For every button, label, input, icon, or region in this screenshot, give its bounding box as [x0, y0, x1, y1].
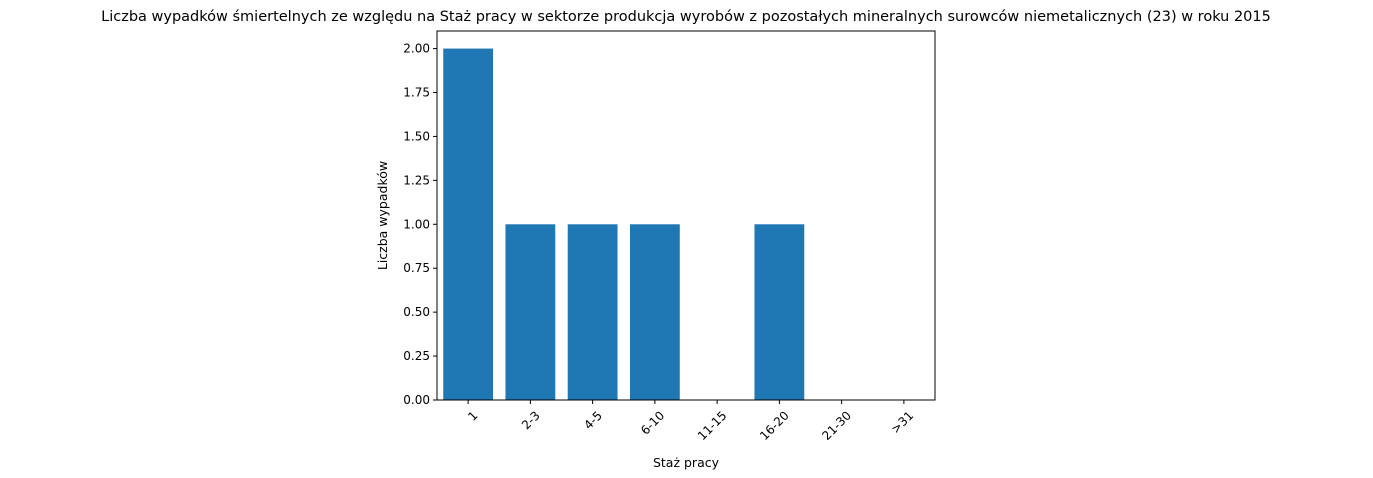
x-tick-label: 11-15 — [695, 408, 730, 443]
y-tick-label: 0.00 — [403, 393, 430, 407]
bar-6-10 — [629, 224, 680, 400]
y-tick-label: 0.50 — [403, 305, 430, 319]
y-tick-label: 1.25 — [403, 173, 430, 187]
x-tick-label: 1 — [465, 408, 480, 423]
x-axis-title: Staż pracy — [653, 455, 720, 470]
x-tick-label: 16-20 — [757, 408, 792, 443]
bar-1 — [443, 48, 494, 400]
x-tick-label: 21-30 — [819, 408, 854, 443]
bars-group — [443, 48, 805, 400]
x-tick-label: 6-10 — [638, 408, 667, 437]
x-tick-label: 4-5 — [581, 408, 605, 432]
plot-frame — [436, 30, 936, 401]
y-tick-label: 1.00 — [403, 217, 430, 231]
y-tick-label: 2.00 — [403, 42, 430, 56]
x-tick-label: 2-3 — [519, 408, 543, 432]
y-axis-title: Liczba wypadków — [375, 161, 390, 270]
y-tick-label: 0.75 — [403, 261, 430, 275]
bar-2-3 — [505, 224, 556, 400]
x-axis: 1 2-3 4-5 6-10 11-15 16-20 21-30 >31 — [465, 400, 916, 443]
y-axis: 0.00 0.25 0.50 0.75 1.00 1.25 1.50 1.75 2.00 — [403, 42, 437, 407]
y-tick-label: 1.50 — [403, 129, 430, 143]
chart-title: Liczba wypadków śmiertelnych ze względu … — [101, 9, 1271, 25]
bar-16-20 — [754, 224, 805, 400]
y-tick-label: 1.75 — [403, 86, 430, 100]
x-tick-label: >31 — [888, 408, 916, 436]
y-tick-label: 0.25 — [403, 349, 430, 363]
bar-4-5 — [567, 224, 618, 400]
